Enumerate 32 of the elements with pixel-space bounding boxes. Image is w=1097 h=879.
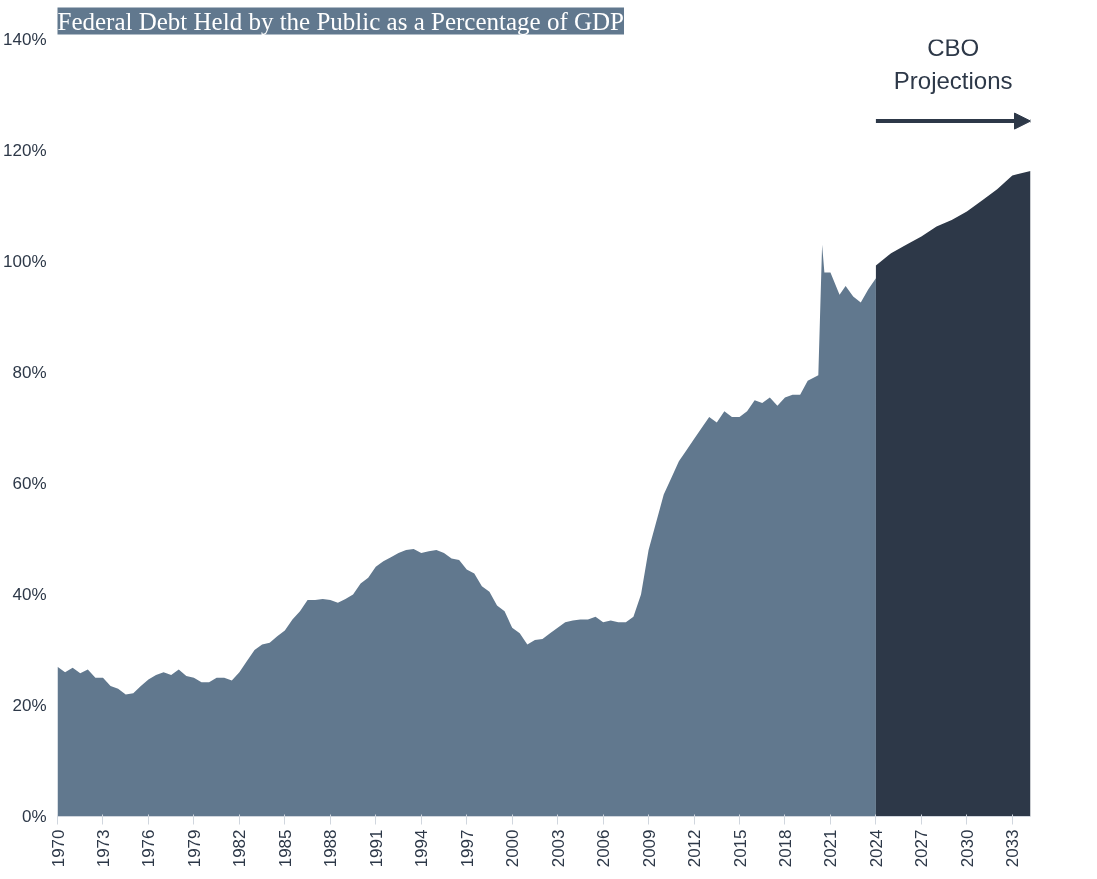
x-tick-label: 2024: [866, 829, 886, 868]
x-tick-label: 2030: [957, 829, 977, 868]
annotation: CBO Projections: [893, 34, 1013, 94]
x-tick-label: 1973: [93, 829, 113, 868]
x-tick-label: 2009: [639, 829, 659, 868]
y-tick-label: 60%: [12, 474, 47, 493]
x-tick-label: 2033: [1003, 829, 1023, 868]
y-tick-label: 80%: [12, 363, 47, 382]
x-tick-label: 1982: [230, 829, 250, 868]
y-tick-label: 100%: [3, 252, 47, 271]
x-tick-label: 2012: [685, 829, 705, 868]
y-tick-label: 0%: [21, 807, 47, 826]
x-tick-label: 1976: [139, 829, 159, 868]
x-tick-label: 1979: [184, 829, 204, 868]
x-tick-label: 2021: [821, 829, 841, 868]
x-tick-label: 2018: [775, 829, 795, 868]
x-tick-label: 1985: [275, 829, 295, 868]
chart-title: Federal Debt Held by the Public as a Percentage of GDP: [57, 7, 625, 35]
y-tick-label: 140%: [3, 30, 47, 49]
x-tick-label: 2027: [912, 829, 932, 868]
x-tick-label: 1997: [457, 829, 477, 868]
x-tick-label: 2003: [548, 829, 568, 868]
x-tick-label: 2000: [503, 829, 523, 868]
x-tick-label: 1991: [366, 829, 386, 868]
x-tick-label: 2015: [730, 829, 750, 868]
y-tick-label: 40%: [12, 585, 47, 604]
x-tick-label: 1970: [48, 829, 68, 868]
x-tick-label: 1994: [412, 829, 432, 868]
y-tick-label: 20%: [12, 696, 47, 715]
x-tick-label: 2006: [594, 829, 614, 868]
y-tick-label: 120%: [3, 141, 47, 160]
x-tick-label: 1988: [321, 829, 341, 868]
